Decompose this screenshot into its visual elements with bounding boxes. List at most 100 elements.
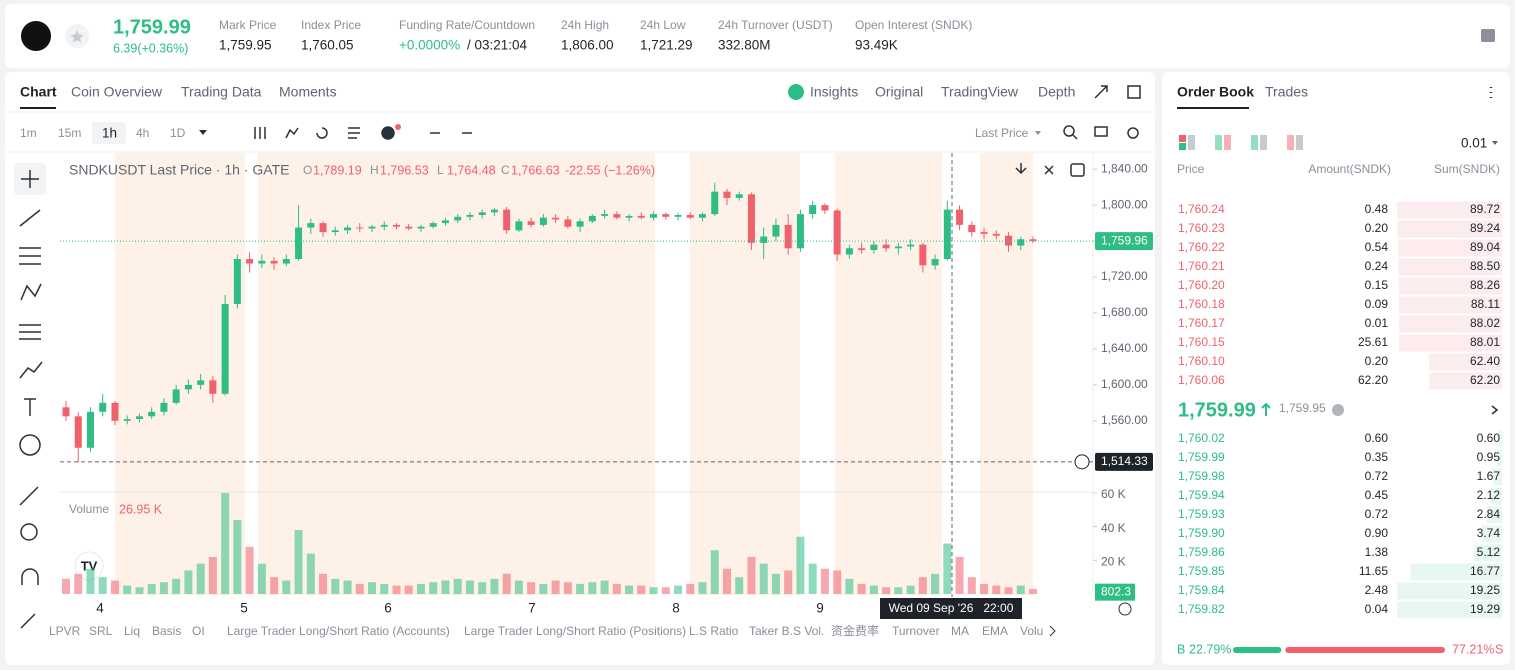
candle-body — [833, 210, 841, 255]
volume-bar — [551, 580, 560, 594]
candle-body — [882, 244, 890, 249]
y-tick-label: 1,560.00 — [1101, 413, 1148, 427]
indicator[interactable]: L.S Ratio — [689, 624, 739, 638]
book-price: 1,759.82 — [1178, 602, 1225, 616]
x-tick-label: 6 — [384, 601, 392, 616]
candle-body — [270, 260, 278, 264]
book-tab[interactable]: Order Book — [1177, 84, 1254, 100]
book-sum: 88.01 — [1470, 335, 1500, 349]
stat-extra: / 03:21:04 — [467, 38, 528, 53]
book-layout-icons[interactable] — [1179, 135, 1303, 150]
book-sum: 16.77 — [1470, 564, 1500, 578]
indicator[interactable]: Large Trader Long/Short Ratio (Accounts) — [227, 624, 450, 638]
candle-body — [992, 233, 1000, 236]
chevron[interactable] — [1491, 405, 1499, 415]
indicator[interactable]: Taker B.S Vol. — [749, 624, 824, 638]
indicator[interactable]: SRL — [89, 624, 113, 638]
last-price: 1,759.99 — [113, 16, 191, 38]
book-sum: 3.74 — [1477, 526, 1501, 540]
book-amount: 62.20 — [1358, 373, 1388, 387]
volume-tick-label: 40 K — [1101, 521, 1126, 535]
candle-body — [870, 244, 878, 251]
book-price: 1,759.94 — [1178, 488, 1225, 502]
legend-value: 1,789.19 — [313, 163, 362, 177]
interval[interactable]: 15m — [58, 126, 81, 140]
candle-body — [209, 380, 217, 394]
view-tab[interactable]: TradingView — [941, 84, 1019, 100]
indicator[interactable]: EMA — [982, 624, 1008, 638]
tick-caret[interactable] — [1492, 141, 1498, 145]
legend-key: C — [501, 163, 510, 177]
volume-bar — [931, 573, 940, 594]
view-tab[interactable]: Insights — [810, 84, 858, 100]
scroll-right[interactable] — [1049, 625, 1056, 637]
view-icons[interactable] — [254, 84, 1302, 177]
book-price: 1,760.23 — [1178, 221, 1225, 235]
indicator[interactable]: 资金费率 — [831, 623, 879, 638]
book-price: 1,759.99 — [1178, 450, 1225, 464]
volume-last: 26.95 K — [119, 502, 163, 516]
depth-bar — [1397, 201, 1502, 219]
view-tab[interactable]: Depth — [1038, 84, 1075, 100]
volume-tick-label: 20 K — [1101, 555, 1126, 569]
candle-body — [99, 402, 107, 412]
candle-body — [123, 419, 131, 421]
volume-bar — [563, 582, 572, 594]
volume-bar — [796, 536, 805, 594]
depth-bar — [1398, 258, 1502, 276]
volume-bar — [576, 583, 585, 594]
candle-body — [392, 224, 400, 227]
indicator[interactable]: Turnover — [892, 624, 940, 638]
candle-body — [625, 215, 633, 218]
chart-tab[interactable]: Trading Data — [181, 84, 262, 100]
y-tick-label: 1,840.00 — [1101, 161, 1148, 175]
price-source-caret[interactable] — [1035, 131, 1041, 135]
interval[interactable]: 1D — [170, 126, 186, 140]
interval[interactable]: 4h — [136, 126, 149, 140]
interval[interactable]: 1h — [102, 126, 117, 141]
book-amount: 1.38 — [1365, 545, 1389, 559]
book-price: 1,759.86 — [1178, 545, 1225, 559]
indicator[interactable]: Liq — [124, 624, 140, 638]
book-price: 1,760.24 — [1178, 202, 1225, 216]
indicator[interactable]: Volu — [1020, 624, 1043, 638]
tab-underline — [1177, 107, 1249, 109]
book-tab[interactable]: Trades — [1265, 84, 1308, 100]
volume-bar — [270, 577, 279, 594]
stat-label: Open Interest (SNDK) — [855, 18, 972, 32]
candle-body — [441, 220, 449, 224]
view-tab[interactable]: Original — [875, 84, 923, 100]
price-source[interactable]: Last Price — [975, 126, 1029, 140]
chart-tab[interactable]: Coin Overview — [71, 84, 163, 100]
tick-size[interactable]: 0.01 — [1461, 136, 1487, 151]
candle-body — [907, 244, 915, 247]
volume-bar — [539, 583, 548, 594]
indicator[interactable]: MA — [951, 624, 969, 638]
book-price: 1,760.10 — [1178, 354, 1225, 368]
volume-bar — [894, 587, 903, 594]
depth-bar — [1474, 544, 1502, 562]
indicator[interactable]: LPVR — [49, 624, 81, 638]
indicator[interactable]: Basis — [152, 624, 181, 638]
left-toolbar[interactable] — [14, 163, 46, 629]
candle-body — [417, 226, 425, 229]
indicator[interactable]: Large Trader Long/Short Ratio (Positions… — [464, 624, 686, 638]
indicator[interactable]: OI — [192, 624, 205, 638]
stat-value: 1,806.00 — [561, 38, 614, 53]
interval-dropdown[interactable] — [199, 130, 207, 135]
chart-tab[interactable]: Moments — [279, 84, 337, 100]
book-amount: 0.45 — [1365, 488, 1389, 502]
settings-icon[interactable] — [1481, 29, 1495, 42]
volume-bar — [637, 585, 646, 594]
interval[interactable]: 1m — [20, 126, 37, 140]
book-sum: 62.40 — [1470, 354, 1500, 368]
legend-change: -22.55 (−1.26%) — [565, 163, 655, 177]
candle-body — [747, 194, 755, 243]
volume-bar — [955, 556, 964, 594]
chart-tab[interactable]: Chart — [20, 84, 57, 100]
order-book-panel — [1162, 72, 1510, 665]
book-amount: 0.24 — [1365, 259, 1389, 273]
book-sum: 88.02 — [1470, 316, 1500, 330]
volume-bar — [404, 585, 413, 594]
axis-settings[interactable] — [1118, 602, 1132, 616]
